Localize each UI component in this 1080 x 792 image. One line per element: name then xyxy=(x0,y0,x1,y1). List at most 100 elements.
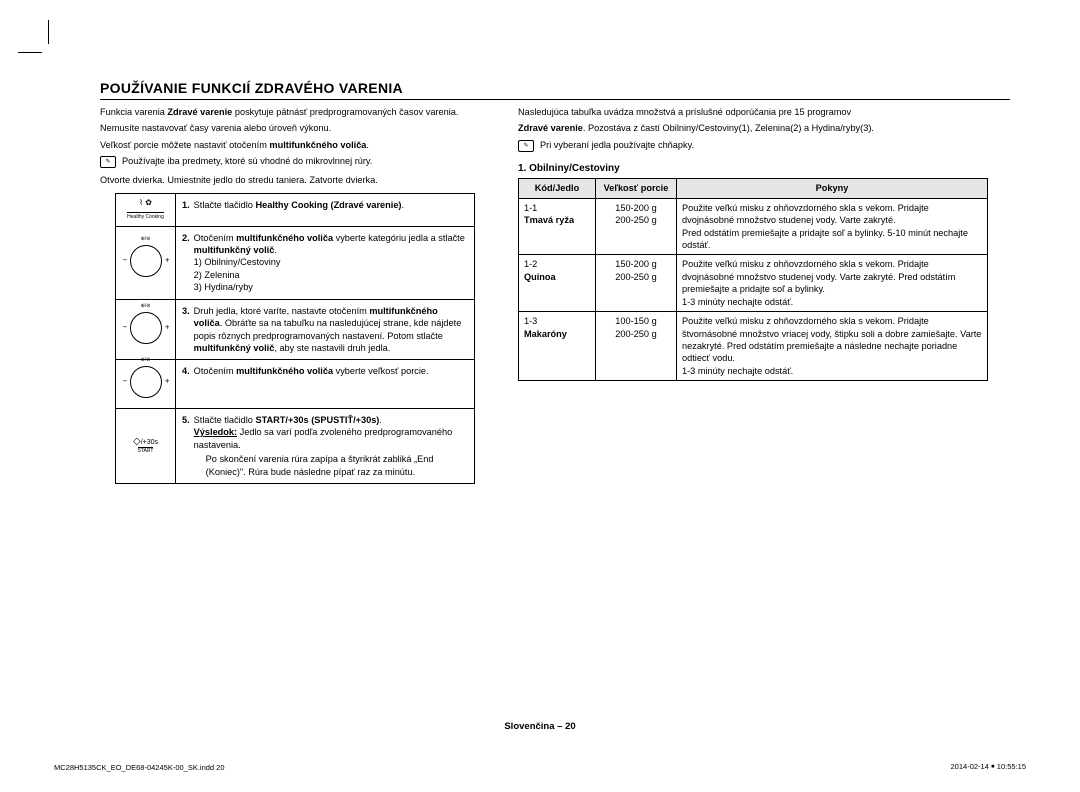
step-text-cell: 5. Stlačte tlačidlo START/+30s (SPUSTIŤ/… xyxy=(176,408,475,483)
step-icon-cell: ⊕/⊘ xyxy=(116,299,176,360)
th-portion: Veľkosť porcie xyxy=(596,179,677,198)
footer-right: 2014-02-14 ￭ 10:55:15 xyxy=(951,761,1026,772)
dial-icon: ⊕/⊘ xyxy=(130,366,162,398)
cell-instructions: Použite veľkú misku z ohňovzdorného skla… xyxy=(677,312,988,381)
step-icon-cell: ⌇ ✿ Healthy Cooking xyxy=(116,193,176,226)
step-row-2: ⊕/⊘ 2. Otočením multifunkčného voliča vy… xyxy=(116,226,475,299)
hc-label: Healthy Cooking xyxy=(127,212,164,221)
step-number: 2. xyxy=(182,232,190,294)
th-instr: Pokyny xyxy=(677,179,988,198)
text: , aby ste nastavili druh jedla. xyxy=(274,343,390,353)
food-code: 1-3 xyxy=(524,316,537,326)
step-row-3: ⊕/⊘ 3. Druh jedla, ktoré varíte, nastavt… xyxy=(116,299,475,360)
intro-line-4: Otvorte dvierka. Umiestnite jedlo do str… xyxy=(100,174,490,186)
food-name: Makaróny xyxy=(524,329,567,339)
portion-1: 150-200 g xyxy=(615,203,656,213)
step-number: 5. xyxy=(182,414,190,478)
step-text: Stlačte tlačidlo START/+30s (SPUSTIŤ/+30… xyxy=(194,414,468,478)
healthy-cooking-icon: ⌇ ✿ Healthy Cooking xyxy=(118,198,173,222)
result-label: Výsledok: xyxy=(194,427,237,437)
text: START xyxy=(138,447,154,454)
step-icon-cell: ⊕/⊘ xyxy=(116,360,176,408)
step-icon-cell: ◇/+30s START xyxy=(116,408,176,483)
intro-line-3: Veľkosť porcie môžete nastaviť otočením … xyxy=(100,139,490,151)
table-subhead: 1. Obilniny/Cestoviny xyxy=(518,162,988,176)
step-row-1: ⌇ ✿ Healthy Cooking 1. Stlačte tlačidlo … xyxy=(116,193,475,226)
cell-portion: 150-200 g 200-250 g xyxy=(596,255,677,312)
cell-instructions: Použite veľkú misku z ohňovzdorného skla… xyxy=(677,255,988,312)
step-text-cell: 3. Druh jedla, ktoré varíte, nastavte ot… xyxy=(176,299,475,360)
intro-line-1: Funkcia varenia Zdravé varenie poskytuje… xyxy=(100,106,490,118)
text: Funkcia varenia xyxy=(100,107,167,117)
text: Otočením xyxy=(194,366,236,376)
step-text: Otočením multifunkčného voliča vyberte v… xyxy=(194,365,429,377)
text-bold: Zdravé varenie xyxy=(518,123,583,133)
text-bold: START/+30s (SPUSTIŤ/+30s) xyxy=(255,415,379,425)
note-row: ✎ Používajte iba predmety, ktoré sú vhod… xyxy=(100,155,490,168)
crop-mark-vertical xyxy=(48,20,49,44)
table-row: 1-1 Tmavá ryža 150-200 g 200-250 g Použi… xyxy=(519,198,988,255)
start-icon: ◇/+30s START xyxy=(133,437,158,454)
food-name: Tmavá ryža xyxy=(524,215,574,225)
right-column: Nasledujúca tabuľka uvádza množstvá a pr… xyxy=(518,104,988,484)
cell-code: 1-2 Quinoa xyxy=(519,255,596,312)
note-text: Používajte iba predmety, ktoré sú vhodné… xyxy=(122,155,372,167)
sub-item: 3) Hydina/ryby xyxy=(194,281,468,293)
text: . xyxy=(402,200,405,210)
footer-page: 20 xyxy=(565,721,576,732)
portion-1: 150-200 g xyxy=(615,259,656,269)
food-code: 1-1 xyxy=(524,203,537,213)
crop-mark-horizontal xyxy=(18,52,42,53)
text-bold: multifunkčného voliča xyxy=(236,233,333,243)
page-title: POUŽÍVANIE FUNKCIÍ ZDRAVÉHO VARENIA xyxy=(100,80,1010,100)
footer-center: Slovenčina – 20 xyxy=(0,721,1080,732)
table-row: 1-3 Makaróny 100-150 g 200-250 g Použite… xyxy=(519,312,988,381)
step-text: Druh jedla, ktoré varíte, nastavte otoče… xyxy=(194,305,468,355)
step-text-cell: 4. Otočením multifunkčného voliča vybert… xyxy=(176,360,475,408)
text-bold: Zdravé varenie xyxy=(167,107,232,117)
table-row: 1-2 Quinoa 150-200 g 200-250 g Použite v… xyxy=(519,255,988,312)
step-number: 4. xyxy=(182,365,190,377)
sub-item: 2) Zelenina xyxy=(194,269,468,281)
steps-table: ⌇ ✿ Healthy Cooking 1. Stlačte tlačidlo … xyxy=(115,193,475,484)
text: . xyxy=(379,415,382,425)
step-icon-cell: ⊕/⊘ xyxy=(116,226,176,299)
cell-portion: 100-150 g 200-250 g xyxy=(596,312,677,381)
cell-code: 1-1 Tmavá ryža xyxy=(519,198,596,255)
note-icon: ✎ xyxy=(100,156,116,168)
portion-1: 100-150 g xyxy=(615,316,656,326)
sub-item: 1) Obilniny/Cestoviny xyxy=(194,256,468,268)
right-intro-2: Zdravé varenie. Pozostáva z častí Obilni… xyxy=(518,122,988,134)
text: . Pozostáva z častí Obilniny/Cestoviny(1… xyxy=(583,123,874,133)
text: Druh jedla, ktoré varíte, nastavte otoče… xyxy=(194,306,370,316)
text: poskytuje pätnásť predprogramovaných čas… xyxy=(232,107,458,117)
portion-2: 200-250 g xyxy=(615,272,656,282)
step-text-cell: 2. Otočením multifunkčného voliča vybert… xyxy=(176,226,475,299)
instr-text: Použite veľkú misku z ohňovzdorného skla… xyxy=(682,203,968,250)
dial-icon: ⊕/⊘ xyxy=(130,245,162,277)
manual-page: POUŽÍVANIE FUNKCIÍ ZDRAVÉHO VARENIA Funk… xyxy=(0,0,1080,792)
two-column-layout: Funkcia varenia Zdravé varenie poskytuje… xyxy=(100,104,1010,484)
text-bold: multifunkčného voliča xyxy=(269,140,366,150)
food-name: Quinoa xyxy=(524,272,556,282)
text-bold: Healthy Cooking (Zdravé varenie) xyxy=(255,200,401,210)
cell-instructions: Použite veľkú misku z ohňovzdorného skla… xyxy=(677,198,988,255)
table-header-row: Kód/Jedlo Veľkosť porcie Pokyny xyxy=(519,179,988,198)
text: Veľkosť porcie môžete nastaviť otočením xyxy=(100,140,269,150)
note-icon: ✎ xyxy=(518,140,534,152)
note-row: ✎ Pri vyberaní jedla používajte chňapky. xyxy=(518,139,988,152)
text: vyberte kategóriu jedla a stlačte xyxy=(333,233,465,243)
step-text: Stlačte tlačidlo Healthy Cooking (Zdravé… xyxy=(194,199,404,211)
text: . Obráťte sa na tabuľku na nasledujúcej … xyxy=(194,318,462,340)
left-column: Funkcia varenia Zdravé varenie poskytuje… xyxy=(100,104,490,484)
food-table: Kód/Jedlo Veľkosť porcie Pokyny 1-1 Tmav… xyxy=(518,178,988,381)
instr-text: Použite veľkú misku z ohňovzdorného skla… xyxy=(682,316,981,376)
food-code: 1-2 xyxy=(524,259,537,269)
intro-line-2: Nemusíte nastavovať časy varenia alebo ú… xyxy=(100,122,490,134)
right-intro-1: Nasledujúca tabuľka uvádza množstvá a pr… xyxy=(518,106,988,118)
cell-portion: 150-200 g 200-250 g xyxy=(596,198,677,255)
hc-glyphs: ⌇ ✿ xyxy=(118,198,173,209)
text: Stlačte tlačidlo xyxy=(194,415,256,425)
portion-2: 200-250 g xyxy=(615,215,656,225)
portion-2: 200-250 g xyxy=(615,329,656,339)
